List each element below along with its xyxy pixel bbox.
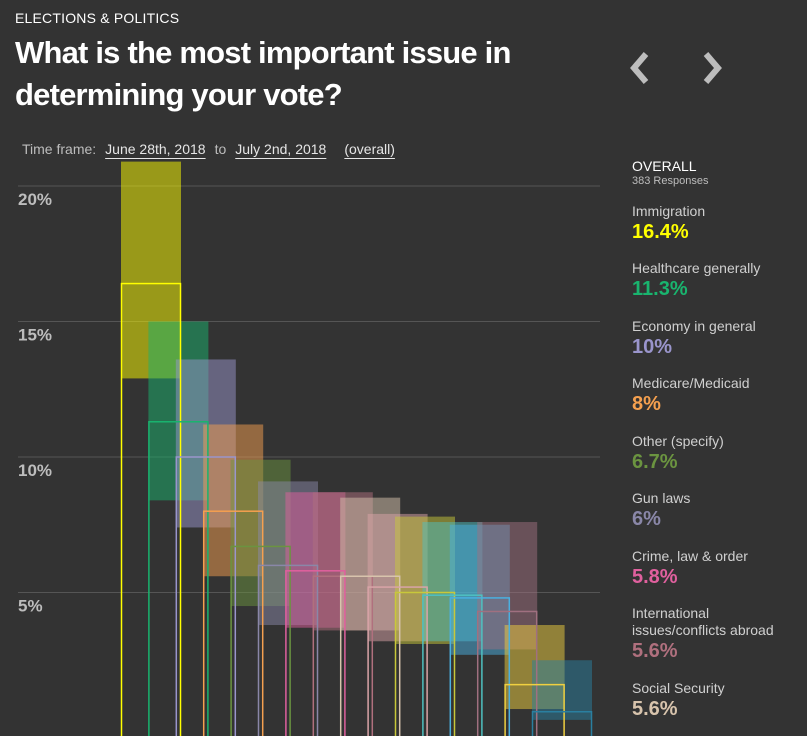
issue-bar[interactable] bbox=[449, 597, 511, 736]
start-date-link[interactable]: June 28th, 2018 bbox=[105, 141, 206, 157]
chevron-left-icon bbox=[630, 52, 649, 84]
issue-bar[interactable] bbox=[230, 545, 291, 736]
y-axis-ticks: 5% 10% 15% 20% bbox=[18, 190, 52, 616]
end-date-link[interactable]: July 2nd, 2018 bbox=[235, 141, 327, 157]
overall-link[interactable]: (overall) bbox=[344, 141, 395, 157]
bar-layer bbox=[120, 282, 593, 736]
legend-value: 10% bbox=[632, 336, 673, 358]
legend-value: 6% bbox=[632, 508, 661, 530]
legend-value: 5.6% bbox=[632, 698, 678, 720]
issue-bar[interactable] bbox=[476, 610, 538, 736]
y-tick-label: 5% bbox=[18, 597, 43, 616]
legend-value: 6.7% bbox=[632, 451, 678, 473]
legend-item-social-security[interactable]: Social Security 5.6% bbox=[632, 680, 802, 721]
legend-label: Other (specify) bbox=[632, 433, 724, 449]
response-count: 383 Responses bbox=[632, 175, 709, 187]
chevron-right-icon bbox=[703, 52, 722, 84]
issue-bar[interactable] bbox=[339, 575, 401, 736]
legend-item-economy[interactable]: Economy in general 10% bbox=[632, 318, 802, 359]
legend-item-gun-laws[interactable]: Gun laws 6% bbox=[632, 490, 802, 531]
issue-bar[interactable] bbox=[394, 591, 456, 736]
legend-label: Social Security bbox=[632, 680, 725, 696]
legend-label: Gun laws bbox=[632, 490, 691, 506]
issue-bar[interactable] bbox=[285, 570, 346, 736]
issue-bar[interactable] bbox=[148, 421, 209, 736]
y-tick-label: 20% bbox=[18, 190, 52, 209]
legend-value: 5.8% bbox=[632, 566, 678, 588]
legend-item-immigration[interactable]: Immigration 16.4% bbox=[632, 203, 802, 244]
legend-heading: OVERALL bbox=[632, 158, 697, 174]
issue-bar[interactable] bbox=[367, 586, 428, 736]
time-frame-separator: to bbox=[214, 141, 227, 157]
prev-button[interactable] bbox=[622, 48, 658, 88]
legend-label: Economy in general bbox=[632, 318, 756, 334]
legend-value: 16.4% bbox=[632, 221, 689, 243]
legend-label: Medicare/Medicaid bbox=[632, 375, 750, 391]
y-tick-label: 10% bbox=[18, 461, 52, 480]
legend-label: Crime, law & order bbox=[632, 548, 748, 564]
issue-bar-chart: 5% 10% 15% 20% bbox=[18, 161, 600, 736]
legend-item-medicare[interactable]: Medicare/Medicaid 8% bbox=[632, 375, 802, 416]
legend-value: 11.3% bbox=[632, 278, 688, 300]
issue-bar[interactable] bbox=[257, 564, 319, 736]
legend-item-crime[interactable]: Crime, law & order 5.8% bbox=[632, 548, 802, 589]
legend-label: Immigration bbox=[632, 203, 706, 219]
range-layer bbox=[121, 161, 592, 720]
issue-bar[interactable] bbox=[120, 282, 182, 736]
section-kicker: ELECTIONS & POLITICS bbox=[15, 10, 180, 26]
time-frame: Time frame: June 28th, 2018 to July 2nd, 20… bbox=[22, 141, 395, 157]
legend-label: International issues/conflicts abroad bbox=[632, 605, 774, 638]
next-button[interactable] bbox=[694, 48, 730, 88]
page-title: What is the most important issue in dete… bbox=[15, 35, 511, 112]
legend-item-other[interactable]: Other (specify) 6.7% bbox=[632, 433, 802, 474]
y-tick-label: 15% bbox=[18, 326, 52, 345]
issue-bar[interactable] bbox=[175, 456, 237, 736]
issue-bar[interactable] bbox=[202, 510, 264, 736]
time-frame-label: Time frame: bbox=[22, 141, 97, 157]
issue-bar[interactable] bbox=[422, 594, 483, 736]
confidence-range bbox=[532, 660, 592, 720]
legend-value: 5.6% bbox=[632, 640, 678, 662]
legend-value: 8% bbox=[632, 393, 661, 415]
legend: OVERALL 383 Responses Immigration 16.4% … bbox=[632, 158, 802, 720]
legend-item-international[interactable]: International issues/conflicts abroad 5.… bbox=[632, 605, 802, 663]
legend-label: Healthcare generally bbox=[632, 260, 761, 276]
issue-bar[interactable] bbox=[531, 710, 593, 736]
legend-item-healthcare[interactable]: Healthcare generally 11.3% bbox=[632, 260, 802, 301]
